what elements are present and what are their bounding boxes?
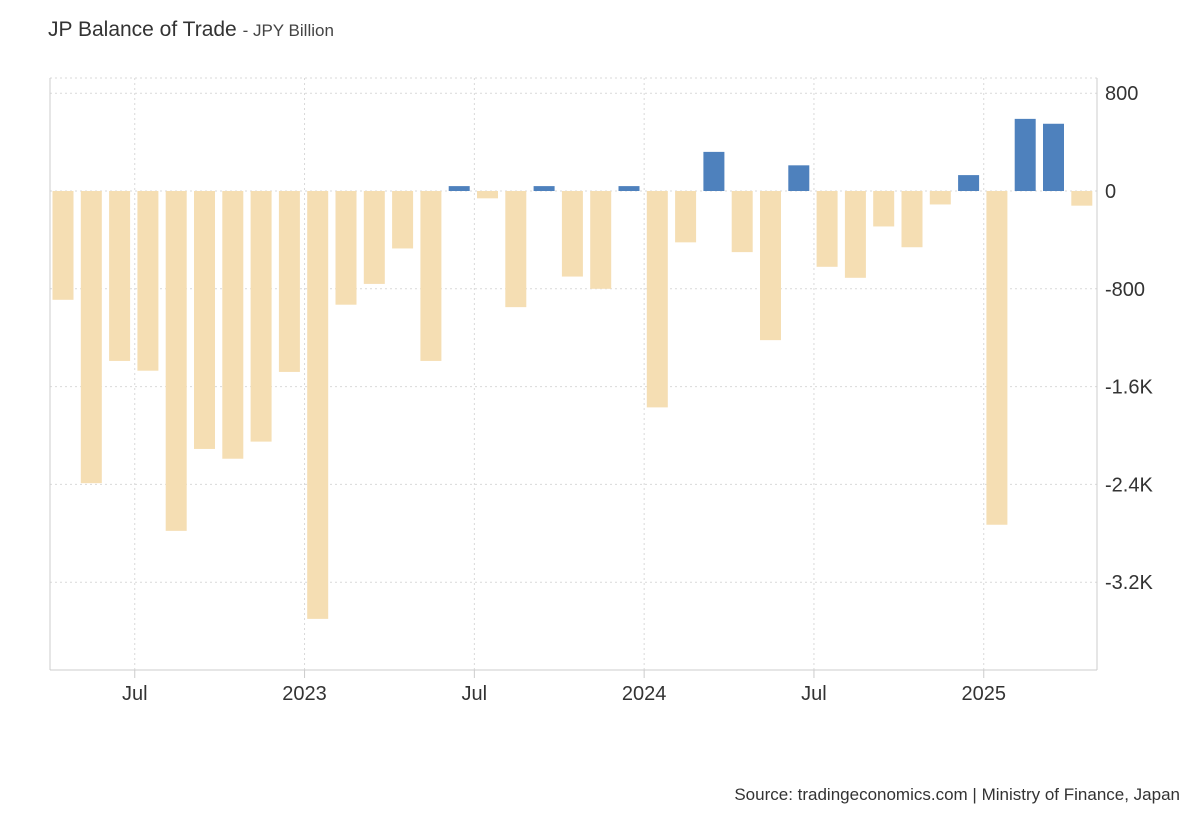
- bar-2023-10: [561, 191, 583, 277]
- bar-2023-09: [533, 186, 555, 191]
- bar-2023-04: [392, 191, 414, 249]
- bar-2023-11: [590, 191, 612, 289]
- chart-subtitle: - JPY Billion: [242, 21, 334, 40]
- bar-2023-05: [420, 191, 442, 361]
- bar-2023-08: [505, 191, 527, 308]
- axes: [49, 78, 1098, 671]
- x-tick-label: 2023: [282, 683, 327, 705]
- bar-2022-08: [165, 191, 187, 531]
- x-tick-label: Jul: [462, 683, 488, 705]
- x-tick-label: 2024: [622, 683, 667, 705]
- y-tick-label: 0: [1105, 181, 1116, 203]
- chart-title-text: JP Balance of Trade: [48, 18, 237, 41]
- y-tick-label: 800: [1105, 83, 1138, 105]
- bars: [52, 118, 1093, 619]
- bar-2025-03: [1043, 123, 1064, 191]
- bar-2025-01: [986, 191, 1008, 525]
- bar-2022-06: [109, 191, 131, 361]
- bar-2024-03: [703, 151, 725, 191]
- bar-2025-02: [1014, 118, 1036, 191]
- bar-2022-09: [194, 191, 215, 449]
- x-tick-label: Jul: [801, 683, 827, 705]
- bar-2023-07: [477, 191, 498, 199]
- bar-2024-04: [731, 191, 753, 253]
- grid-lines: [50, 77, 1097, 670]
- x-axis-ticks: Jul 2023 Jul 2024 Jul 2025: [122, 670, 1006, 705]
- bar-2024-02: [675, 191, 697, 243]
- bar-2024-07: [816, 191, 838, 267]
- bar-2024-10: [901, 191, 923, 248]
- bar-2024-09: [873, 191, 895, 227]
- bar-2025-04: [1071, 191, 1093, 206]
- y-tick-label: -800: [1105, 279, 1145, 301]
- bar-2024-11: [929, 191, 951, 205]
- bar-2024-05: [760, 191, 781, 341]
- x-tick-label: 2025: [962, 683, 1007, 705]
- bar-2024-01: [646, 191, 668, 408]
- y-tick-label: -3.2K: [1105, 572, 1153, 594]
- y-tick-label: -1.6K: [1105, 377, 1153, 399]
- source-text: Source: tradingeconomics.com | Ministry …: [734, 785, 1180, 804]
- x-tick-label: Jul: [122, 683, 148, 705]
- bar-2022-04: [52, 191, 74, 300]
- bar-2022-07: [137, 191, 159, 371]
- bar-2023-02: [335, 191, 357, 305]
- y-axis-ticks: 800 0 -800 -1.6K -2.4K -3.2K: [1105, 83, 1153, 594]
- bar-2022-11: [250, 191, 272, 442]
- bar-2022-12: [278, 191, 300, 372]
- bar-2022-05: [80, 191, 102, 484]
- bar-2023-12: [618, 186, 640, 191]
- chart-title: JP Balance of Trade - JPY Billion: [48, 18, 334, 42]
- bar-2024-06: [788, 165, 810, 191]
- bar-2024-08: [844, 191, 866, 278]
- bar-2024-12: [958, 175, 980, 191]
- bar-2023-01: [307, 191, 329, 619]
- bar-2022-10: [222, 191, 244, 459]
- bar-2023-06: [448, 186, 470, 191]
- y-tick-label: -2.4K: [1105, 474, 1153, 496]
- bar-2023-03: [363, 191, 385, 284]
